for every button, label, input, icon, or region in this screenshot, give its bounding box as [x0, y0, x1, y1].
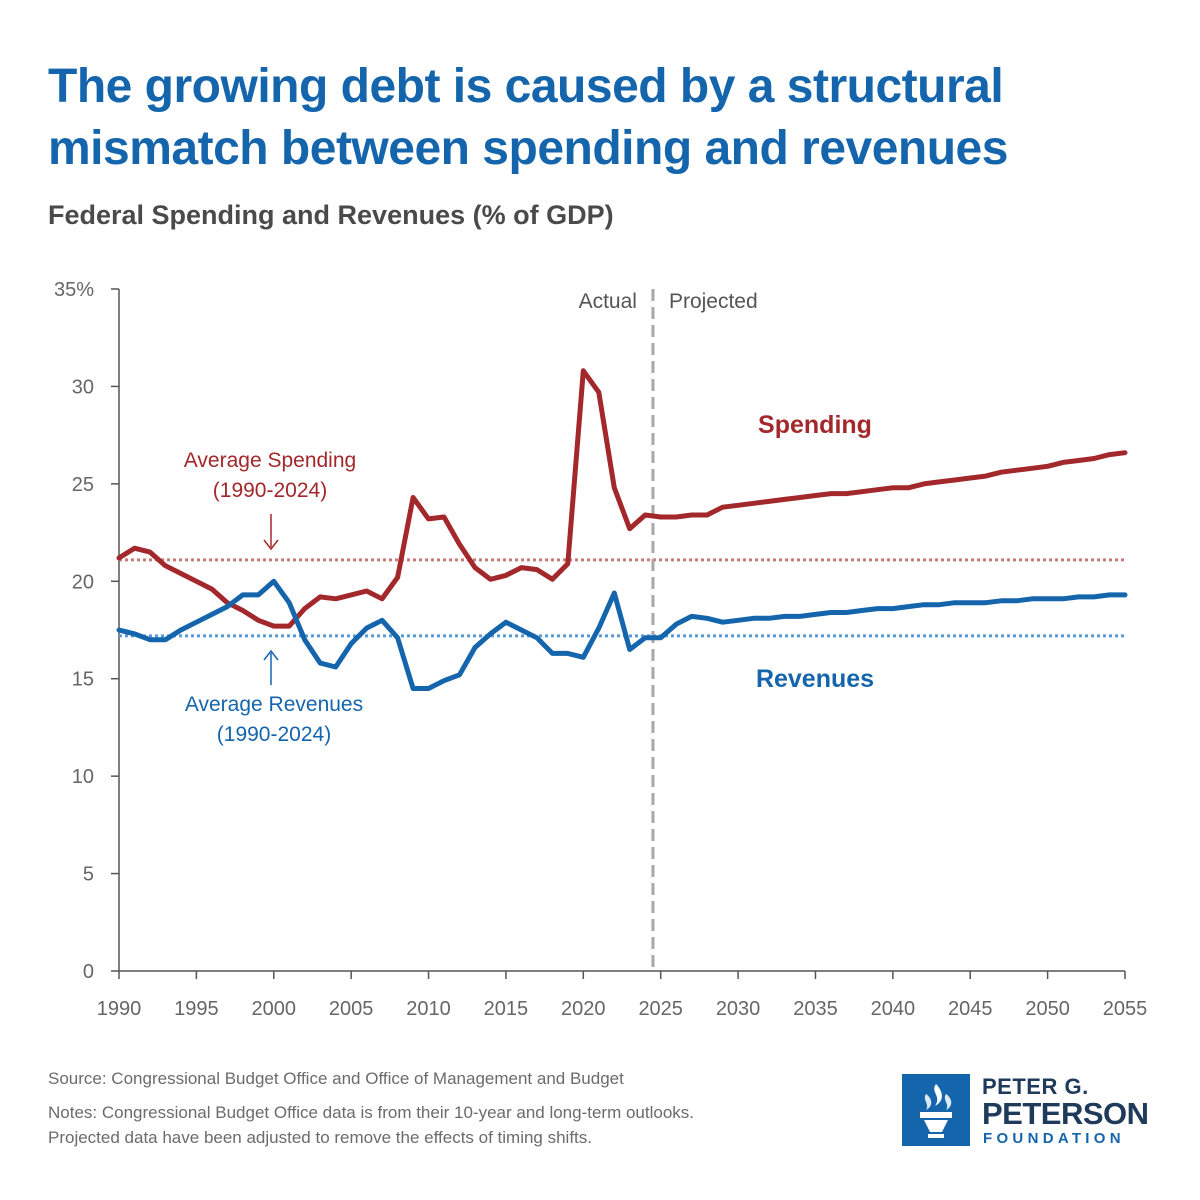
x-tick-label: 2005: [329, 998, 374, 1020]
average-spending-period: (1990-2024): [213, 479, 327, 502]
series-line-revenues: [116, 578, 1128, 691]
x-tick-label: 2025: [638, 998, 683, 1020]
x-tick-label: 2015: [484, 998, 529, 1020]
average-revenues-period: (1990-2024): [217, 723, 331, 746]
notes: Notes: Congressional Budget Office data …: [48, 1100, 694, 1150]
logo-line-3: FOUNDATION: [983, 1130, 1125, 1147]
x-tick-label: 1990: [97, 998, 142, 1020]
y-tick-label: 25: [72, 474, 94, 496]
peterson-foundation-logo: PETER G. PETERSON FOUNDATION: [902, 1074, 1154, 1148]
series-label-spending: Spending: [758, 411, 872, 439]
average-revenues-label: Average Revenues: [185, 693, 363, 716]
actual-projected-divider: Actual Projected: [579, 289, 758, 971]
logo-line-2: PETERSON: [982, 1096, 1149, 1131]
logo-line-1: PETER G.: [982, 1074, 1089, 1099]
x-tick-label: 2020: [561, 998, 606, 1020]
y-tick-label: 15: [72, 669, 94, 691]
x-tick-label: 2040: [871, 998, 916, 1020]
y-tick-label: 35%: [54, 279, 94, 301]
x-tick-label: 1995: [174, 998, 219, 1020]
x-tick-label: 2050: [1025, 998, 1070, 1020]
down-arrowhead-icon: [263, 539, 279, 551]
torch-icon: [902, 1074, 970, 1146]
chart-subtitle: Federal Spending and Revenues (% of GDP): [48, 200, 614, 230]
x-tick-label: 2010: [406, 998, 451, 1020]
average-spending-label: Average Spending: [184, 449, 356, 472]
y-tick-label: 5: [83, 864, 94, 886]
projected-label: Projected: [669, 290, 758, 313]
notes-line-2: Projected data have been adjusted to rem…: [48, 1128, 593, 1147]
chart-labels: Spending Revenues Average Spending (1990-20…: [184, 411, 874, 746]
page-title: The growing debt is caused by a structur…: [48, 60, 1008, 175]
x-tick-label: 2055: [1103, 998, 1148, 1020]
x-tick-label: 2030: [716, 998, 761, 1020]
y-tick-label: 0: [83, 961, 94, 983]
y-tick-label: 10: [72, 766, 94, 788]
x-tick-label: 2000: [252, 998, 297, 1020]
series-lines: [116, 368, 1128, 691]
x-tick-label: 2035: [793, 998, 838, 1020]
source-note: Source: Congressional Budget Office and …: [48, 1069, 624, 1088]
series-line-spending: [116, 368, 1128, 629]
notes-line-1: Notes: Congressional Budget Office data …: [48, 1103, 695, 1122]
actual-label: Actual: [579, 290, 637, 313]
up-arrowhead-icon: [263, 649, 279, 661]
x-tick-label: 2045: [948, 998, 993, 1020]
y-tick-label: 30: [72, 376, 94, 398]
y-tick-label: 20: [72, 571, 94, 593]
series-label-revenues: Revenues: [756, 665, 874, 693]
